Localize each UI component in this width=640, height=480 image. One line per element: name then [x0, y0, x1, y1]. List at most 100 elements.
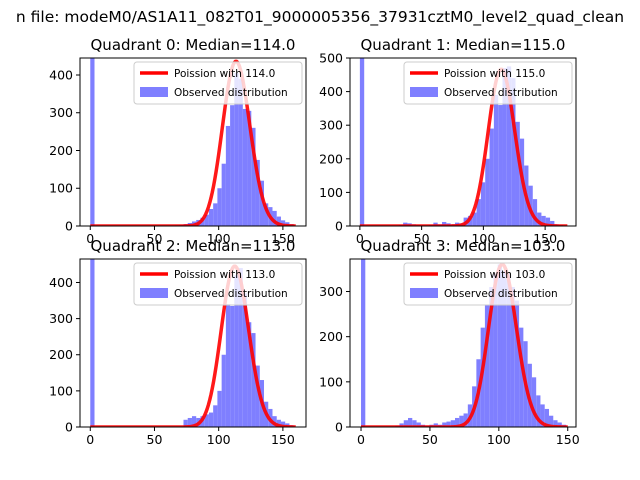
poisson-curve [360, 262, 569, 427]
legend-label-poisson: Poission with 115.0 [444, 68, 545, 80]
histogram-bar [541, 215, 546, 226]
y-tick-label: 0 [335, 420, 343, 435]
histogram-bar [472, 212, 477, 226]
x-tick-label: 150 [271, 231, 295, 246]
histogram-bar [548, 415, 554, 427]
subplot-title: Quadrant 3: Median=103.0 [361, 237, 566, 255]
y-tick-label: 300 [319, 284, 343, 299]
histogram-bar [90, 58, 95, 226]
x-tick-label: 0 [86, 231, 94, 246]
legend-patch-swatch [410, 87, 438, 97]
histogram-bar [217, 188, 222, 226]
y-tick-label: 400 [49, 67, 73, 82]
histogram-bar [510, 287, 515, 427]
histogram-bar [553, 420, 558, 427]
x-tick-label: 100 [207, 432, 231, 447]
legend-label-poisson: Poission with 103.0 [444, 269, 545, 281]
histogram-bar [213, 203, 218, 226]
histogram-bar [276, 216, 281, 226]
y-tick-label: 300 [49, 105, 73, 120]
x-tick-label: 50 [414, 231, 430, 246]
x-tick-label: 100 [207, 231, 231, 246]
histogram-bar [450, 420, 456, 427]
histogram-bar [204, 214, 209, 226]
histogram-bar [550, 220, 555, 226]
histogram-bar [187, 417, 192, 427]
y-tick-label: 200 [49, 347, 73, 362]
axes-frame [349, 57, 577, 227]
histogram-bar [247, 322, 252, 427]
x-tick-label: 150 [556, 432, 580, 447]
histogram-bar [230, 105, 235, 226]
legend: Poission with 114.0 Observed distribution [133, 61, 303, 105]
y-tick-label: 100 [319, 374, 343, 389]
histogram-bar [213, 405, 218, 427]
y-tick-label: 100 [49, 181, 73, 196]
histogram-bar [489, 128, 494, 226]
x-tick-label: 50 [147, 231, 163, 246]
legend-patch-swatch [410, 288, 438, 298]
histogram-bar [238, 268, 243, 427]
subplot-quadrant-1: 0 50 100 150 0 100 200 300 400 500 Quadrant 1: Med… [319, 36, 577, 246]
x-tick-label: 100 [471, 231, 495, 246]
legend-label-poisson: Poission with 114.0 [174, 68, 275, 80]
histogram-bar [280, 220, 286, 226]
y-tick-label: 0 [335, 219, 343, 234]
histogram-bar [446, 421, 451, 427]
histogram-bar [514, 300, 520, 427]
histogram-bar [408, 417, 413, 427]
histogram-bar [433, 423, 438, 427]
histogram-bar [264, 203, 269, 226]
legend: Poission with 103.0 Observed distribution [403, 262, 573, 306]
histogram-bar [255, 365, 260, 427]
subplot-quadrant-0: 0 50 100 150 0 100 200 300 400 Quadrant 0: Median… [49, 36, 307, 246]
histogram-bar [537, 212, 542, 226]
histogram-bar [544, 408, 549, 427]
poisson-curve [89, 59, 297, 226]
histogram-bar [234, 73, 239, 226]
histogram-bar [493, 273, 498, 427]
legend-box [403, 61, 573, 105]
histogram-bar [502, 68, 507, 226]
histogram-bar [208, 209, 214, 226]
histogram-bar [476, 199, 481, 226]
x-tick-label: 0 [86, 432, 94, 447]
histogram-bar [183, 419, 188, 427]
x-tick-label: 50 [422, 432, 438, 447]
plot-area [359, 58, 568, 226]
x-tick-label: 50 [147, 432, 163, 447]
y-tick-label: 0 [65, 420, 73, 435]
axes-frame [349, 258, 577, 428]
subplot-grid: 0 50 100 150 0 100 200 300 400 Quadrant 0: Median… [49, 36, 580, 447]
histogram-bar [511, 78, 516, 226]
histogram-bar [221, 354, 226, 427]
histogram-bar [506, 273, 511, 427]
histogram-bar [485, 158, 490, 226]
subplot-title: Quadrant 0: Median=114.0 [91, 36, 296, 54]
axes-frame [79, 57, 307, 227]
y-tick-label: 200 [319, 151, 343, 166]
legend-box [133, 61, 303, 105]
histogram-bar [361, 259, 366, 427]
subplot-title: Quadrant 2: Median=113.0 [91, 237, 296, 255]
subplot-title: Quadrant 1: Median=115.0 [361, 36, 566, 54]
histogram-bar [545, 217, 551, 226]
histogram-bar [531, 377, 537, 427]
histogram-bar [90, 259, 95, 427]
histogram-bar [276, 419, 281, 427]
x-tick-label: 0 [357, 432, 365, 447]
x-tick-label: 100 [487, 432, 511, 447]
plot-area [89, 58, 297, 226]
legend-label-observed: Observed distribution [174, 288, 288, 300]
legend: Poission with 115.0 Observed distribution [403, 61, 573, 105]
histogram-bar [532, 199, 538, 226]
histogram-bar [251, 333, 256, 427]
histogram-bar [359, 58, 365, 226]
y-tick-label: 300 [49, 311, 73, 326]
histogram-bar [459, 415, 464, 427]
histogram-bar [506, 66, 512, 226]
histogram-bar [455, 417, 460, 427]
y-tick-label: 0 [65, 219, 73, 234]
histogram-bar [416, 422, 421, 427]
